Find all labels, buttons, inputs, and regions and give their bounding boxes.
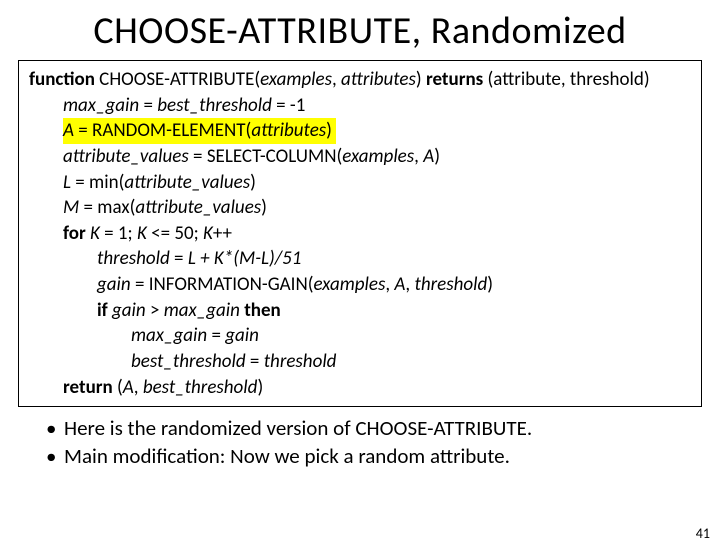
keyword-if: if	[97, 299, 108, 322]
keyword-then: then	[244, 299, 281, 322]
bullet-dot-icon: •	[46, 415, 64, 442]
code-line-2: max_gain = best_threshold = -1	[29, 93, 691, 119]
keyword-return: return	[63, 376, 113, 399]
code-line-10: if gain > max_gain then	[29, 298, 691, 324]
code-line-9: gain = INFORMATION-GAIN(examples, A, thr…	[29, 272, 691, 298]
highlight-region: A = RANDOM-ELEMENT(attributes)	[63, 118, 336, 144]
bullet-text: Here is the randomized version of CHOOSE…	[64, 415, 532, 442]
keyword-returns: returns	[426, 68, 483, 91]
bullet-item: • Here is the randomized version of CHOO…	[46, 415, 692, 442]
code-line-3-highlight: A = RANDOM-ELEMENT(attributes)	[29, 118, 691, 144]
bullet-item: • Main modification: Now we pick a rando…	[46, 443, 692, 470]
code-line-12: best_threshold = threshold	[29, 349, 691, 375]
slide: CHOOSE-ATTRIBUTE, Randomized function CH…	[0, 8, 720, 548]
code-line-5: L = min(attribute_values)	[29, 170, 691, 196]
code-line-1: function CHOOSE-ATTRIBUTE(examples, attr…	[29, 67, 691, 93]
bullet-dot-icon: •	[46, 443, 64, 470]
code-line-8: threshold = L + K*(M-L)/51	[29, 246, 691, 272]
code-line-6: M = max(attribute_values)	[29, 195, 691, 221]
code-line-4: attribute_values = SELECT-COLUMN(example…	[29, 144, 691, 170]
code-line-7: for K = 1; K <= 50; K++	[29, 221, 691, 247]
keyword-for: for	[63, 222, 86, 245]
code-line-11: max_gain = gain	[29, 323, 691, 349]
page-number: 41	[696, 525, 710, 542]
pseudocode-box: function CHOOSE-ATTRIBUTE(examples, attr…	[18, 60, 702, 407]
keyword-function: function	[29, 68, 95, 91]
bullet-list: • Here is the randomized version of CHOO…	[46, 415, 692, 470]
slide-title: CHOOSE-ATTRIBUTE, Randomized	[0, 8, 720, 54]
bullet-text: Main modification: Now we pick a random …	[64, 443, 510, 470]
code-line-13: return (A, best_threshold)	[29, 375, 691, 401]
